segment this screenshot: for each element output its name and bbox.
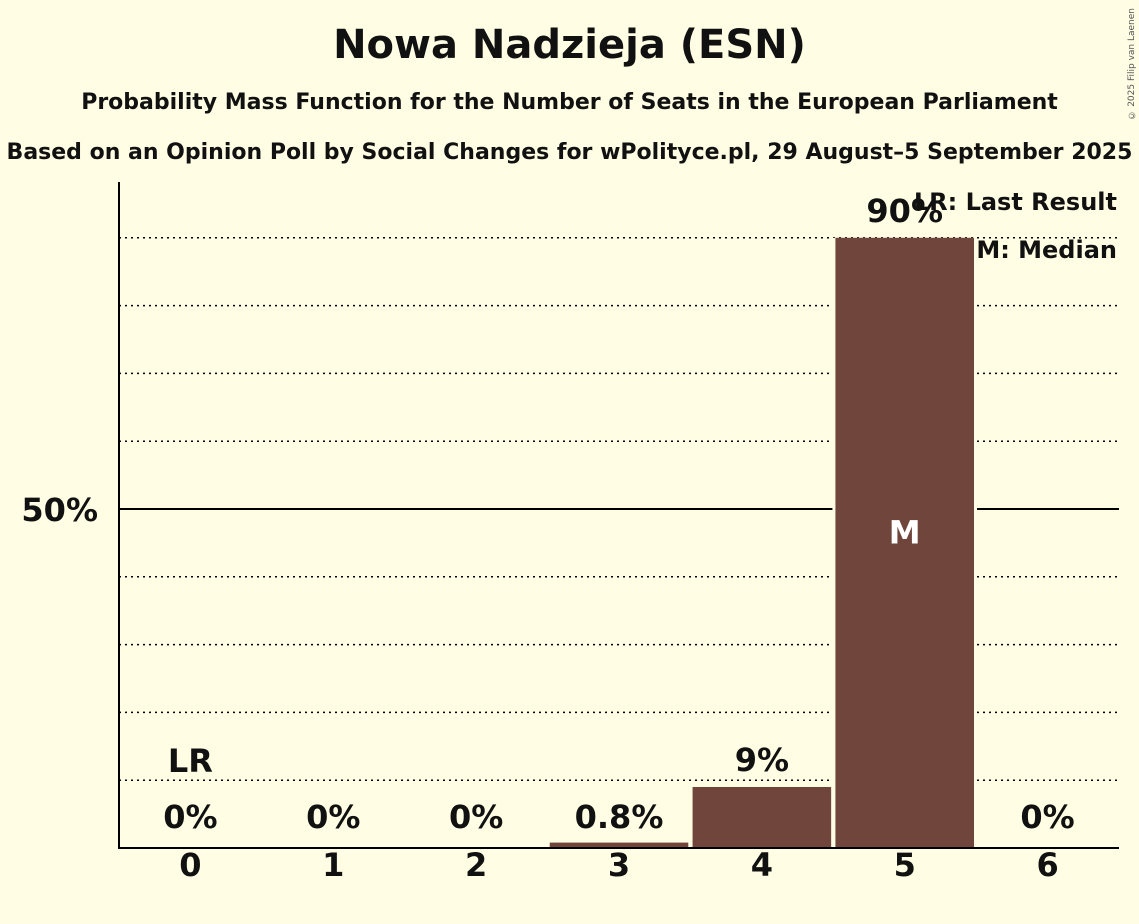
bars [549,237,977,849]
value-label-1: 0% [306,798,360,836]
chart-title: Nowa Nadzieja (ESN) [333,22,806,68]
bar-seats-4 [692,786,832,848]
x-tick-label-3: 3 [608,846,630,884]
x-tick-label-4: 4 [751,846,773,884]
x-tick-label-6: 6 [1036,846,1058,884]
bar-seats-3 [549,842,689,848]
value-label-2: 0% [449,798,503,836]
x-tick-label-0: 0 [179,846,201,884]
median-marker: M [889,514,921,552]
bar-seats-5 [835,237,974,849]
value-label-0: 0% [163,798,217,836]
value-label-4: 9% [735,741,789,779]
x-tick-label-2: 2 [465,846,487,884]
last-result-marker: LR [168,742,213,780]
legend-median: M: Median [976,236,1117,264]
x-tick-label-5: 5 [894,846,916,884]
chart-subtitle-source: Based on an Opinion Poll by Social Chang… [6,140,1133,165]
value-label-3: 0.8% [575,798,664,836]
legend-last-result: LR: Last Result [914,188,1117,216]
x-tick-label-1: 1 [322,846,344,884]
value-label-5: 90% [866,192,943,230]
value-label-6: 0% [1020,798,1074,836]
labels: 0% 0 LR 0% 1 0% 2 0.8% 3 9% 4 90% 5 M 0% 6 [163,192,1074,884]
y-tick-label: 50% [21,491,98,529]
chart-subtitle: Probability Mass Function for the Number… [81,90,1058,115]
